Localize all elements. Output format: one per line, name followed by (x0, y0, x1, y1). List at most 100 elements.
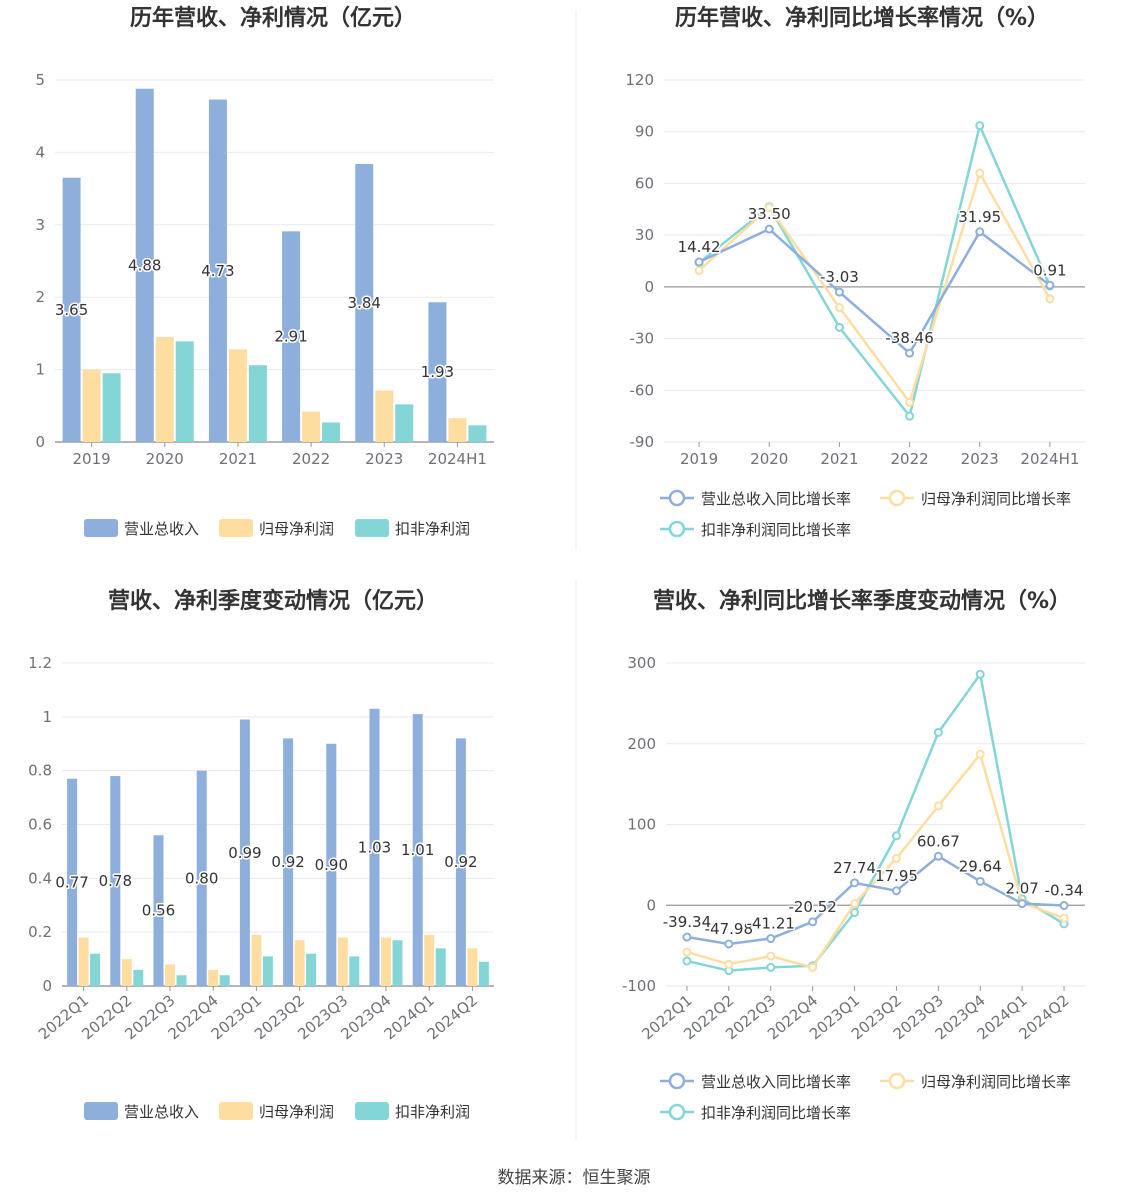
bar-deducted-profit (175, 341, 194, 442)
y-tick-label: 300 (627, 654, 656, 672)
y-tick-label: 1 (35, 361, 45, 379)
bar-net-profit (448, 418, 467, 442)
bar-net-profit (208, 969, 219, 986)
y-tick-label: -90 (630, 433, 655, 451)
legend-label: 扣非净利润 (395, 520, 470, 538)
point-revenue (850, 878, 860, 888)
bar-revenue (110, 776, 121, 986)
bar-revenue (428, 302, 447, 442)
point-net-profit (850, 899, 860, 909)
data-label: 60.67 (917, 832, 960, 850)
data-label: 2.07 (1005, 880, 1038, 898)
data-label: 4.88 (128, 256, 161, 274)
bar-net-profit (337, 937, 348, 986)
chart-title: 历年营收、净利情况（亿元） (130, 5, 416, 31)
chart-title: 营收、净利季度变动情况（亿元） (108, 588, 438, 614)
bar-net-profit (165, 964, 175, 986)
chart-title: 历年营收、净利同比增长率情况（%） (675, 5, 1049, 31)
point-net-profit (764, 203, 774, 213)
y-tick-label: -100 (622, 977, 656, 995)
point-deducted-profit (933, 727, 943, 737)
bar-net-profit (121, 959, 132, 986)
data-label: 0.99 (228, 844, 261, 862)
bar-revenue (282, 231, 301, 442)
bar-deducted-profit (90, 953, 101, 986)
x-tick-label: 2024H1 (428, 450, 487, 468)
point-revenue (975, 227, 985, 237)
bar-revenue (239, 719, 250, 986)
y-tick-label: -30 (630, 330, 655, 348)
x-tick-label: 2020 (146, 450, 184, 468)
data-label: 31.95 (958, 208, 1001, 226)
legend-label: 扣非净利润同比增长率 (701, 521, 851, 539)
point-net-profit (808, 962, 818, 972)
y-tick-label: 3 (35, 216, 45, 234)
point-revenue (933, 851, 943, 861)
data-label: 0.91 (1033, 261, 1066, 279)
series-line-revenue (686, 855, 1065, 946)
data-label: -47.98 (705, 920, 753, 938)
legend-label: 营业总收入 (124, 1103, 199, 1121)
x-tick-label: 2022 (890, 450, 928, 468)
data-label: 33.50 (748, 205, 791, 223)
y-tick-label: 0.6 (28, 816, 52, 834)
bar-deducted-profit (176, 975, 187, 986)
legend-swatch (84, 519, 118, 537)
data-label: 0.90 (315, 856, 348, 874)
point-net-profit (766, 951, 776, 961)
bar-deducted-profit (262, 956, 273, 986)
point-net-profit (682, 947, 692, 957)
bar-deducted-profit (102, 373, 121, 442)
bar-deducted-profit (248, 365, 267, 442)
data-label: 17.95 (875, 867, 918, 885)
data-label: 14.42 (678, 238, 721, 256)
x-tick-label: 2024H1 (1020, 450, 1079, 468)
point-net-profit (694, 265, 704, 275)
point-revenue (1017, 899, 1027, 909)
bar-revenue (455, 738, 466, 986)
point-revenue (1045, 280, 1055, 290)
legend-swatch (84, 1102, 118, 1120)
y-tick-label: 0.8 (28, 762, 52, 780)
point-net-profit (834, 303, 844, 313)
point-net-profit (724, 959, 734, 969)
bar-net-profit (467, 948, 478, 986)
quarterly-growth-rate-chart: 营收、净利同比增长率季度变动情况（%） -10001002003002022Q1… (622, 588, 1085, 1122)
series-line-net-profit (686, 752, 1065, 969)
bar-deducted-profit (349, 956, 360, 986)
point-revenue (694, 257, 704, 267)
legend-swatch (355, 1102, 389, 1120)
point-deducted-profit (850, 908, 860, 918)
data-label: 1.93 (421, 363, 454, 381)
y-tick-label: 1.2 (28, 654, 52, 672)
point-revenue (1059, 901, 1069, 911)
point-deducted-profit (891, 831, 901, 841)
bar-revenue (412, 714, 423, 986)
bar-net-profit (251, 934, 262, 986)
data-label: 0.80 (185, 869, 218, 887)
legend-label: 扣非净利润同比增长率 (701, 1104, 851, 1122)
y-tick-label: 120 (625, 71, 654, 89)
bar-revenue (153, 835, 164, 986)
y-tick-label: 2 (35, 288, 45, 306)
y-tick-label: 200 (627, 735, 656, 753)
bar-net-profit (228, 349, 247, 442)
bar-deducted-profit (395, 404, 414, 442)
bar-net-profit (78, 937, 89, 986)
series-line-net-profit (698, 171, 1052, 404)
x-tick-label: 2022 (292, 450, 330, 468)
bar-deducted-profit (306, 953, 317, 986)
legend-swatch (219, 1102, 253, 1120)
data-label: 0.92 (444, 853, 477, 871)
legend-marker (888, 489, 906, 507)
legend-marker (668, 1072, 686, 1090)
bar-revenue (283, 738, 294, 986)
point-net-profit (1045, 294, 1055, 304)
bar-revenue (67, 778, 78, 986)
data-label: 0.78 (99, 872, 132, 890)
legend-label: 归母净利润同比增长率 (921, 1073, 1071, 1091)
point-deducted-profit (682, 956, 692, 966)
x-tick-label: 2023 (961, 450, 999, 468)
bar-revenue (369, 708, 380, 986)
